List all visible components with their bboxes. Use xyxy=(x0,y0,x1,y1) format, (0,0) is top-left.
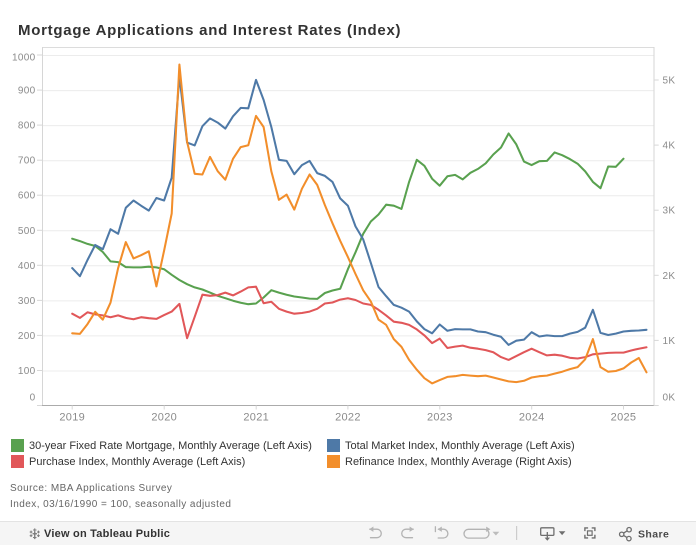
svg-text:Share: Share xyxy=(638,528,669,540)
svg-text:600: 600 xyxy=(18,191,36,202)
svg-text:100: 100 xyxy=(18,366,36,377)
svg-text:800: 800 xyxy=(18,121,36,132)
svg-text:5K: 5K xyxy=(663,76,676,87)
svg-text:2025: 2025 xyxy=(611,412,637,424)
svg-text:500: 500 xyxy=(18,226,36,237)
svg-text:2023: 2023 xyxy=(427,412,453,424)
svg-text:1000: 1000 xyxy=(12,53,36,64)
svg-text:700: 700 xyxy=(18,156,36,167)
svg-text:200: 200 xyxy=(18,331,36,342)
svg-text:2021: 2021 xyxy=(243,412,269,424)
svg-text:2022: 2022 xyxy=(335,412,361,424)
svg-text:2K: 2K xyxy=(663,271,676,282)
svg-text:0: 0 xyxy=(30,393,36,404)
svg-text:300: 300 xyxy=(18,296,36,307)
svg-text:400: 400 xyxy=(18,261,36,272)
svg-text:2024: 2024 xyxy=(519,412,545,424)
svg-text:2020: 2020 xyxy=(151,412,177,424)
svg-text:3K: 3K xyxy=(663,206,676,217)
svg-text:900: 900 xyxy=(18,86,36,97)
svg-text:2019: 2019 xyxy=(59,412,85,424)
svg-text:1K: 1K xyxy=(663,336,676,347)
svg-text:0K: 0K xyxy=(663,393,676,404)
svg-text:4K: 4K xyxy=(663,141,676,152)
